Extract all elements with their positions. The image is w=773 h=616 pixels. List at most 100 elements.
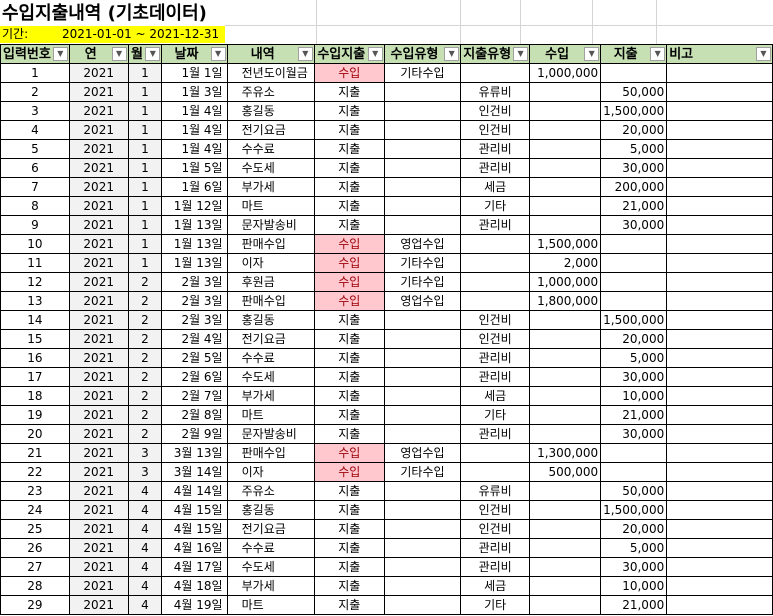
cell-income-type[interactable]: 영업수입: [383, 234, 462, 254]
cell-type[interactable]: 지출: [313, 367, 385, 387]
cell-entry-number[interactable]: 10: [0, 234, 70, 254]
cell-note[interactable]: [666, 215, 773, 235]
filter-dropdown-icon[interactable]: ▼: [367, 47, 383, 61]
cell-income-type[interactable]: [383, 82, 462, 102]
cell-note[interactable]: [666, 538, 773, 558]
header-year[interactable]: 연 ▼: [68, 44, 129, 64]
filter-dropdown-icon[interactable]: ▼: [756, 47, 771, 61]
cell-note[interactable]: [666, 253, 773, 273]
cell-month[interactable]: 1: [127, 234, 163, 254]
cell-expense[interactable]: 1,500,000: [600, 500, 668, 520]
cell-description[interactable]: 판매수입: [226, 234, 315, 254]
cell-entry-number[interactable]: 26: [0, 538, 70, 558]
cell-note[interactable]: [666, 405, 773, 425]
cell-entry-number[interactable]: 2: [0, 82, 70, 102]
cell-date[interactable]: 1월 13일: [161, 253, 228, 273]
cell-date[interactable]: 1월 1일: [161, 63, 228, 83]
cell-income[interactable]: 500,000: [529, 462, 602, 482]
cell-entry-number[interactable]: 29: [0, 595, 70, 615]
cell-expense[interactable]: 5,000: [600, 348, 668, 368]
cell-note[interactable]: [666, 367, 773, 387]
filter-dropdown-icon[interactable]: ▼: [111, 47, 127, 61]
cell-month[interactable]: 2: [127, 272, 163, 292]
cell-month[interactable]: 4: [127, 576, 163, 596]
cell-year[interactable]: 2021: [68, 557, 129, 577]
cell-expense[interactable]: 1,500,000: [600, 101, 668, 121]
cell-year[interactable]: 2021: [68, 63, 129, 83]
cell-income[interactable]: [529, 538, 602, 558]
cell-expense[interactable]: 21,000: [600, 405, 668, 425]
cell-income[interactable]: [529, 424, 602, 444]
cell-expense-type[interactable]: 관리비: [460, 538, 531, 558]
cell-month[interactable]: 1: [127, 215, 163, 235]
cell-month[interactable]: 3: [127, 443, 163, 463]
cell-income-type[interactable]: [383, 500, 462, 520]
cell-date[interactable]: 2월 6일: [161, 367, 228, 387]
header-entry-number[interactable]: 입력번호 ▼: [0, 44, 70, 64]
cell-entry-number[interactable]: 1: [0, 63, 70, 83]
sheet-title[interactable]: 수입지출내역 (기초데이터): [2, 3, 207, 24]
cell-entry-number[interactable]: 3: [0, 101, 70, 121]
cell-year[interactable]: 2021: [68, 196, 129, 216]
cell-income[interactable]: [529, 120, 602, 140]
cell-expense-type[interactable]: [460, 253, 531, 273]
cell-income-type[interactable]: [383, 519, 462, 539]
cell-date[interactable]: 2월 3일: [161, 272, 228, 292]
cell-description[interactable]: 홍길동: [226, 310, 315, 330]
cell-income[interactable]: 1,000,000: [529, 63, 602, 83]
cell-date[interactable]: 4월 14일: [161, 481, 228, 501]
cell-note[interactable]: [666, 348, 773, 368]
cell-month[interactable]: 2: [127, 291, 163, 311]
cell-expense-type[interactable]: 인건비: [460, 519, 531, 539]
cell-month[interactable]: 1: [127, 101, 163, 121]
cell-expense[interactable]: 200,000: [600, 177, 668, 197]
filter-dropdown-icon[interactable]: ▼: [650, 47, 666, 61]
cell-income-type[interactable]: [383, 405, 462, 425]
cell-month[interactable]: 1: [127, 63, 163, 83]
cell-type[interactable]: 지출: [313, 500, 385, 520]
cell-income[interactable]: [529, 196, 602, 216]
cell-description[interactable]: 부가세: [226, 177, 315, 197]
cell-date[interactable]: 1월 13일: [161, 234, 228, 254]
cell-income-type[interactable]: [383, 215, 462, 235]
cell-date[interactable]: 4월 16일: [161, 538, 228, 558]
cell-expense-type[interactable]: 관리비: [460, 215, 531, 235]
cell-type[interactable]: 수입: [313, 253, 385, 273]
cell-description[interactable]: 수수료: [226, 348, 315, 368]
cell-month[interactable]: 2: [127, 310, 163, 330]
header-income-type[interactable]: 수입유형 ▼: [383, 44, 462, 64]
cell-date[interactable]: 1월 5일: [161, 158, 228, 178]
cell-income[interactable]: [529, 519, 602, 539]
cell-expense-type[interactable]: 관리비: [460, 367, 531, 387]
cell-note[interactable]: [666, 481, 773, 501]
cell-income[interactable]: 2,000: [529, 253, 602, 273]
cell-expense-type[interactable]: 세금: [460, 386, 531, 406]
cell-income-type[interactable]: [383, 367, 462, 387]
cell-income-type[interactable]: [383, 329, 462, 349]
cell-income[interactable]: [529, 557, 602, 577]
cell-date[interactable]: 4월 18일: [161, 576, 228, 596]
cell-type[interactable]: 지출: [313, 310, 385, 330]
cell-note[interactable]: [666, 63, 773, 83]
cell-income-type[interactable]: [383, 424, 462, 444]
cell-expense[interactable]: 5,000: [600, 139, 668, 159]
cell-type[interactable]: 지출: [313, 519, 385, 539]
cell-year[interactable]: 2021: [68, 405, 129, 425]
cell-year[interactable]: 2021: [68, 576, 129, 596]
cell-description[interactable]: 이자: [226, 462, 315, 482]
cell-description[interactable]: 전기요금: [226, 519, 315, 539]
cell-income[interactable]: [529, 101, 602, 121]
cell-year[interactable]: 2021: [68, 215, 129, 235]
cell-year[interactable]: 2021: [68, 139, 129, 159]
cell-income-type[interactable]: [383, 386, 462, 406]
cell-type[interactable]: 수입: [313, 291, 385, 311]
cell-year[interactable]: 2021: [68, 500, 129, 520]
cell-entry-number[interactable]: 8: [0, 196, 70, 216]
cell-month[interactable]: 1: [127, 82, 163, 102]
cell-income-type[interactable]: 영업수입: [383, 291, 462, 311]
cell-income[interactable]: [529, 576, 602, 596]
cell-year[interactable]: 2021: [68, 310, 129, 330]
cell-description[interactable]: 수수료: [226, 538, 315, 558]
cell-month[interactable]: 4: [127, 595, 163, 615]
cell-income-type[interactable]: 기타수입: [383, 63, 462, 83]
